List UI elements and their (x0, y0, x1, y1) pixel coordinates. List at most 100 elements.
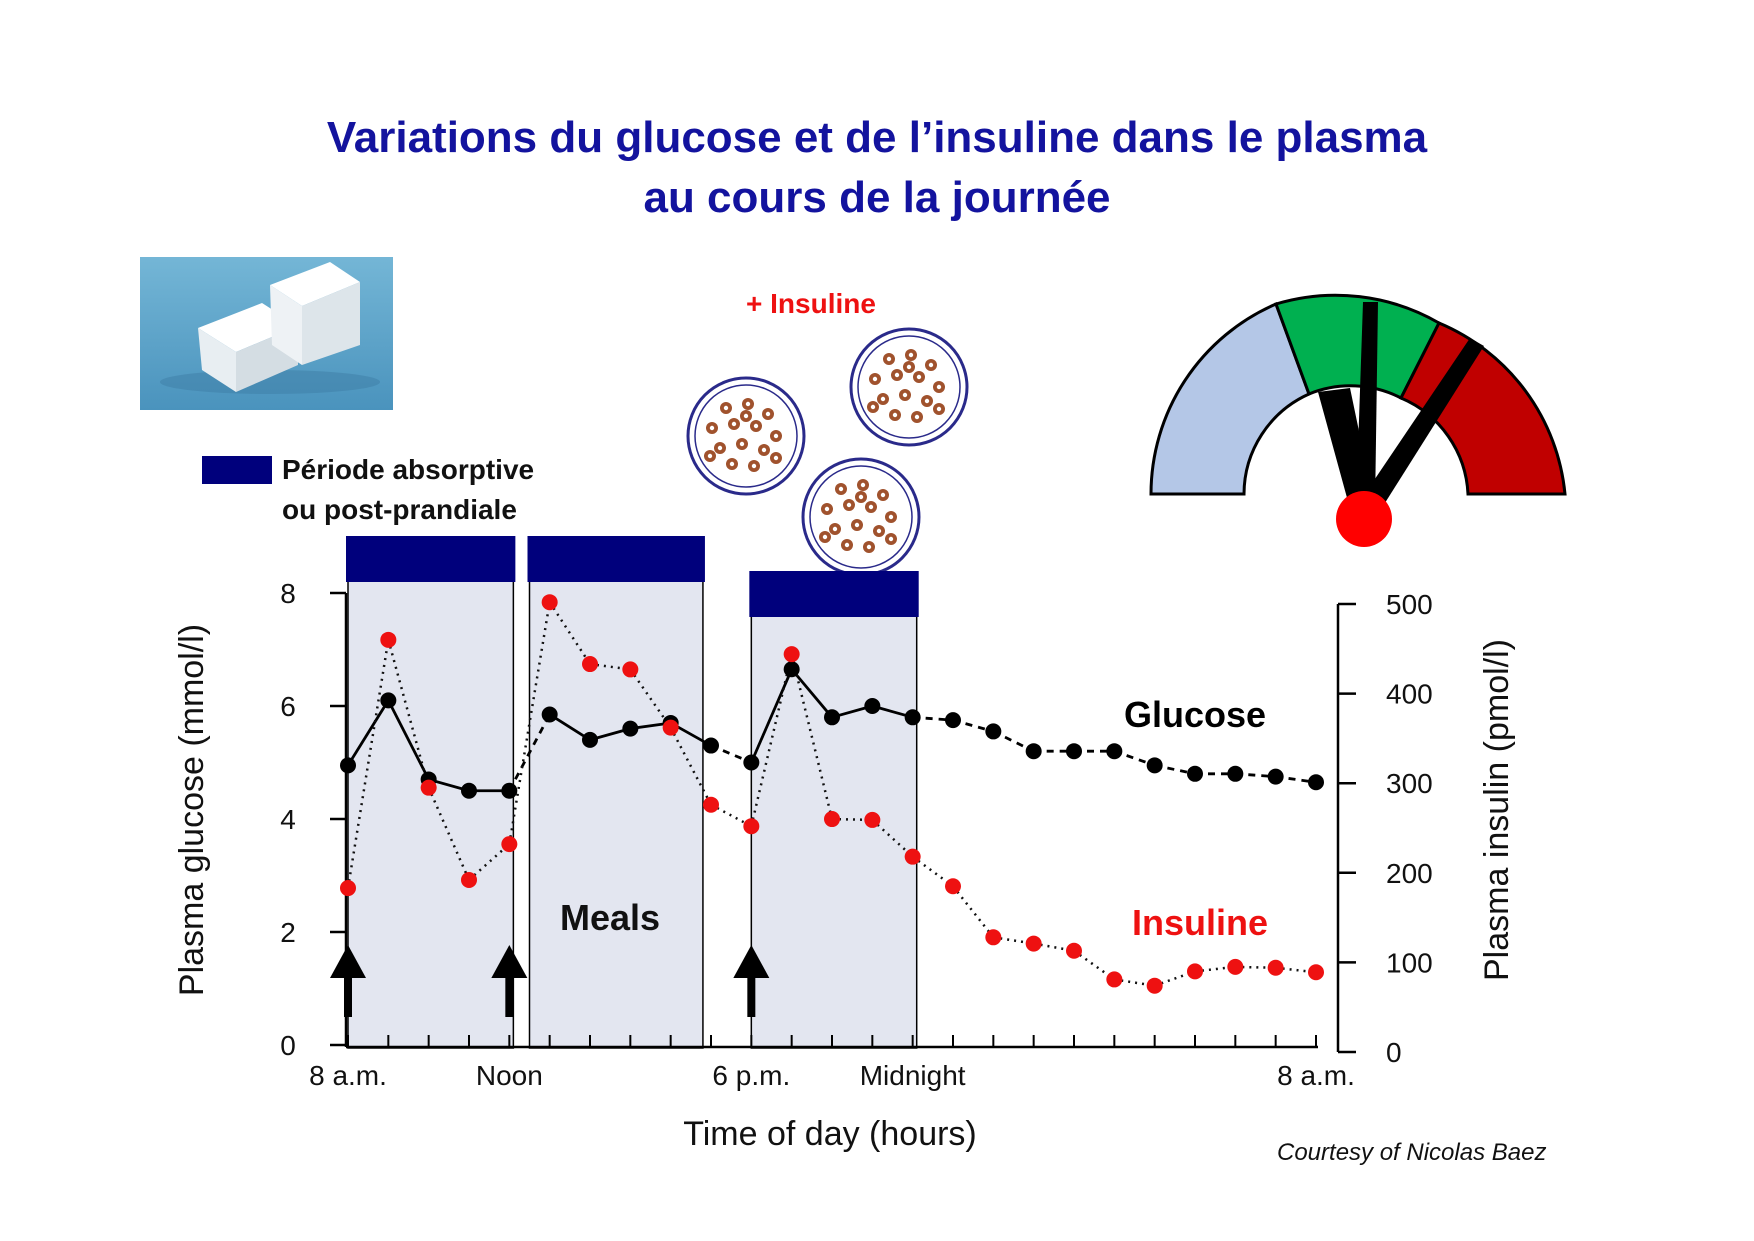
credit-text: Courtesy of Nicolas Baez (1277, 1139, 1547, 1166)
insulin-point (622, 661, 639, 678)
glucose-point (864, 698, 881, 714)
cereal-bowls (686, 327, 969, 577)
y-left-tick-label: 0 (280, 1030, 296, 1061)
x-tick-label: Midnight (860, 1060, 966, 1091)
insulin-line-segment (750, 653, 793, 827)
insulin-point (824, 811, 840, 828)
insulin-point (662, 719, 679, 736)
glucose-point (783, 661, 800, 678)
meal-period-box (528, 579, 704, 1049)
cereal-piece-hole (876, 528, 882, 534)
cereal-piece-hole (753, 423, 759, 429)
glucose-point (985, 723, 1002, 740)
x-tick-label: Noon (476, 1060, 543, 1091)
cereal-piece-hole (838, 486, 844, 492)
cereal-piece-hole (880, 396, 886, 402)
glucose-point (1227, 765, 1244, 782)
glucose-point (501, 782, 518, 799)
cereal-bowl-icon (801, 457, 921, 577)
glucose-point (743, 754, 760, 771)
glucose-point (945, 712, 961, 729)
glucose-point (1308, 774, 1324, 791)
cereal-piece-hole (709, 425, 715, 431)
insulin-point (703, 796, 719, 813)
y-right-tick-label: 500 (1386, 589, 1433, 620)
cereal-piece-hole (773, 433, 779, 439)
insulin-point (945, 878, 961, 895)
cereal-piece-hole (743, 413, 749, 419)
absorptive-period-bar (346, 536, 516, 582)
cereal-piece-hole (916, 374, 922, 380)
legend-label-line-1: Période absorptive (282, 454, 535, 485)
glucose-line-segment (508, 713, 551, 792)
cereal-piece-hole (717, 445, 723, 451)
y-left-axis-title: Plasma glucose (mmol/l) (173, 624, 211, 996)
meal-arrow-shaft (747, 975, 756, 1017)
cereal-piece-hole (723, 405, 729, 411)
insulin-line-segment (790, 653, 834, 820)
cereal-piece-hole (707, 453, 713, 459)
meals-label: Meals (560, 897, 660, 938)
cereal-piece-hole (886, 356, 892, 362)
cereal-piece-hole (888, 514, 894, 520)
cereal-piece-hole (860, 482, 866, 488)
cereal-piece-hole (745, 401, 751, 407)
insulin-line-segment (911, 855, 954, 888)
cereal-piece-hole (936, 406, 942, 412)
cereal-piece-hole (936, 384, 942, 390)
cereal-piece-hole (858, 494, 864, 500)
cereal-piece-hole (866, 544, 872, 550)
legend-label-line-2: ou post-prandiale (282, 494, 517, 525)
cereal-piece-hole (872, 376, 878, 382)
cereal-piece-hole (924, 398, 930, 404)
meal-arrow-shaft (344, 975, 352, 1017)
cereal-piece-hole (894, 372, 900, 378)
cereal-bowl-icon (849, 327, 969, 447)
insulin-point (783, 646, 800, 663)
cereal-piece-hole (765, 411, 771, 417)
absorptive-period-bar (749, 571, 919, 617)
insulin-point (743, 818, 760, 835)
cereal-bowl-icon (686, 376, 806, 496)
y-right-tick-label: 300 (1386, 768, 1433, 799)
glucose-point (1146, 757, 1163, 774)
meal-arrow-shaft (505, 975, 514, 1017)
insulin-line-segment (427, 787, 471, 881)
insulin-point (340, 880, 356, 897)
absorptive-period-bar (527, 536, 705, 582)
y-left-tick-label: 2 (280, 917, 296, 948)
y-left-tick-label: 6 (280, 691, 296, 722)
insulin-line-segment (1073, 949, 1116, 981)
y-right-tick-label: 400 (1386, 679, 1433, 710)
y-right-axis-title: Plasma insulin (pmol/l) (1478, 639, 1516, 981)
cereal-piece-hole (822, 534, 828, 540)
glucose-point (824, 709, 840, 726)
insulin-point (864, 811, 881, 828)
meal-arrow-head (330, 945, 366, 978)
cereal-piece-hole (773, 455, 779, 461)
x-tick-label: 8 a.m. (1277, 1060, 1355, 1091)
legend-swatch (202, 456, 272, 484)
cereal-bowl-rim (857, 335, 961, 439)
insulin-line-segment (387, 639, 430, 789)
meal-arrow-head (491, 945, 528, 978)
cereal-bowl-rim (809, 465, 913, 569)
insulin-point (1187, 963, 1203, 980)
sugar-cubes-photo (140, 257, 393, 410)
y-right-tick-label: 100 (1386, 947, 1433, 978)
cereal-piece-hole (868, 504, 874, 510)
cereal-piece-hole (928, 362, 934, 368)
insulin-line-segment (669, 727, 713, 806)
glucose-point (1187, 765, 1203, 782)
insulin-point (1308, 964, 1324, 981)
insulin-point (1267, 959, 1284, 976)
x-tick-label: 8 a.m. (309, 1060, 387, 1091)
cereal-piece-hole (751, 463, 757, 469)
insulin-series-label: Insuline (1132, 902, 1268, 943)
insulin-point (985, 929, 1002, 946)
insulin-point (501, 836, 518, 853)
y-right-tick-label: 200 (1386, 858, 1433, 889)
glucose-point (703, 737, 719, 754)
glucose-point (582, 731, 598, 748)
